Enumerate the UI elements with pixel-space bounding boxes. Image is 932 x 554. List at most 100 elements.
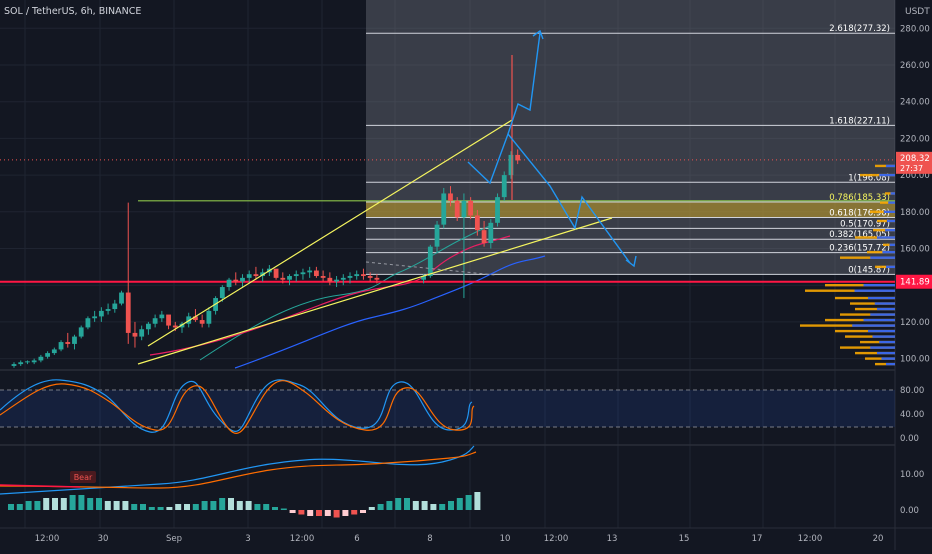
fib-level-label: 1(196.08) [848, 173, 890, 183]
volume-profile-bar [874, 302, 895, 305]
macd-signal-line [0, 451, 477, 489]
candle-body [501, 175, 507, 198]
volume-profile-bar [840, 346, 895, 349]
macd-histogram-bar [465, 495, 472, 510]
time-tick: 12:00 [35, 534, 60, 544]
stoch-tick: 0.00 [900, 434, 919, 444]
macd-histogram-bar [298, 510, 305, 515]
candle-body [78, 327, 84, 337]
macd-histogram-bar [210, 501, 217, 510]
fib-level-label: 0.786(185.33) [829, 193, 890, 203]
candle-body [434, 224, 440, 247]
price-tick: 180.00 [900, 208, 930, 218]
time-tick: 30 [98, 534, 109, 544]
volume-profile-bar [855, 351, 895, 355]
candle-body [125, 292, 131, 333]
volume-profile-bar [890, 192, 895, 195]
volume-profile-bar [855, 236, 895, 239]
candle-body [31, 360, 37, 363]
volume-profile-bar [835, 329, 895, 333]
volume-profile-bar [835, 296, 895, 300]
candle-body [45, 353, 50, 357]
macd-histogram-bar [104, 501, 111, 510]
candle-body [65, 342, 71, 344]
dashed-diagonal [365, 261, 496, 276]
macd-histogram-bar [113, 501, 120, 510]
candle-body [374, 277, 380, 280]
volume-profile-bar [867, 250, 895, 254]
candle-body [38, 356, 44, 361]
volume-profile-bar [872, 335, 895, 338]
bear-divergence-line [0, 484, 81, 488]
volume-profile-bar [868, 296, 895, 300]
candle-body [92, 316, 98, 319]
time-tick: 8 [427, 534, 432, 544]
macd-histogram-bar [289, 510, 296, 513]
volume-profile-bar [845, 335, 895, 338]
candle-body [139, 329, 145, 337]
candle-body [246, 274, 252, 278]
volume-profile-bar [879, 173, 895, 177]
stoch-tick: 80.00 [900, 386, 924, 396]
candle-body [340, 277, 346, 280]
symbol-title: SOL / TetherUS, 6h, BINANCE [4, 6, 141, 17]
volume-profile-bar [800, 324, 895, 327]
macd-histogram-bar [448, 501, 454, 510]
candle-body [488, 222, 494, 243]
volume-profile-bar [865, 357, 895, 360]
candle-body [495, 197, 500, 223]
time-tick: 10 [500, 534, 511, 544]
macd-histogram-bar [8, 504, 14, 510]
price-axis[interactable]: 280.00 260.00 240.00 220.00 200.00 180.00 160.… [896, 24, 932, 516]
candle-body [300, 272, 306, 275]
volume-profile-bar [825, 284, 895, 287]
macd-histogram-bar [245, 501, 252, 510]
macd-histogram-bar [395, 498, 402, 510]
volume-profile-bar [875, 164, 895, 168]
horizontal-levels [0, 159, 895, 283]
macd-histogram-bar [219, 498, 226, 510]
fibonacci-zone [366, 0, 895, 275]
volume-profile-bar [879, 340, 895, 344]
candle-body [508, 154, 514, 176]
candle-body [105, 309, 111, 311]
macd-histogram-bar [368, 507, 375, 510]
fib-level-label: 1.618(227.11) [829, 116, 890, 126]
candle-body [58, 342, 64, 350]
macd-histogram-bar [25, 501, 32, 510]
macd-histogram-bar [96, 498, 102, 510]
macd-histogram-bar [386, 501, 393, 510]
macd-histogram-bar [307, 510, 314, 516]
price-tick: 120.00 [900, 318, 930, 328]
candle-body [132, 332, 138, 337]
volume-profile-bar [860, 173, 895, 177]
macd-histogram-bar [272, 507, 278, 510]
candle-body [152, 318, 158, 324]
price-tick: 220.00 [900, 134, 930, 144]
candle-body [367, 276, 373, 278]
candle-body [354, 274, 360, 277]
fib-level-label: 0.236(157.72) [829, 244, 890, 254]
volume-profile-bar [870, 313, 895, 316]
volume-profile-bar [840, 313, 895, 316]
volume-profile-bar [850, 302, 895, 305]
macd-histogram-bar [351, 510, 358, 515]
macd-histogram-bar [201, 501, 208, 510]
macd-tick: 10.00 [900, 470, 924, 480]
time-tick: 12:00 [290, 534, 315, 544]
candle-body [226, 279, 232, 288]
candlesticks [11, 149, 521, 368]
volume-profile-bar [877, 351, 895, 355]
macd-histogram-bar [263, 504, 270, 510]
candle-body [327, 277, 333, 282]
macd-histogram-bar [184, 504, 190, 510]
candle-body [307, 270, 313, 273]
time-axis[interactable]: 12:00 30 Sep 3 12:00 6 8 10 12:00 13 15 17 12:00 20 [35, 534, 884, 544]
candle-body [172, 325, 178, 328]
macd-histogram-bar [377, 504, 384, 510]
macd-histogram-bar [228, 498, 234, 510]
macd-tick: 0.00 [900, 506, 919, 516]
price-tick: 240.00 [900, 98, 930, 108]
stoch-band [0, 390, 895, 427]
